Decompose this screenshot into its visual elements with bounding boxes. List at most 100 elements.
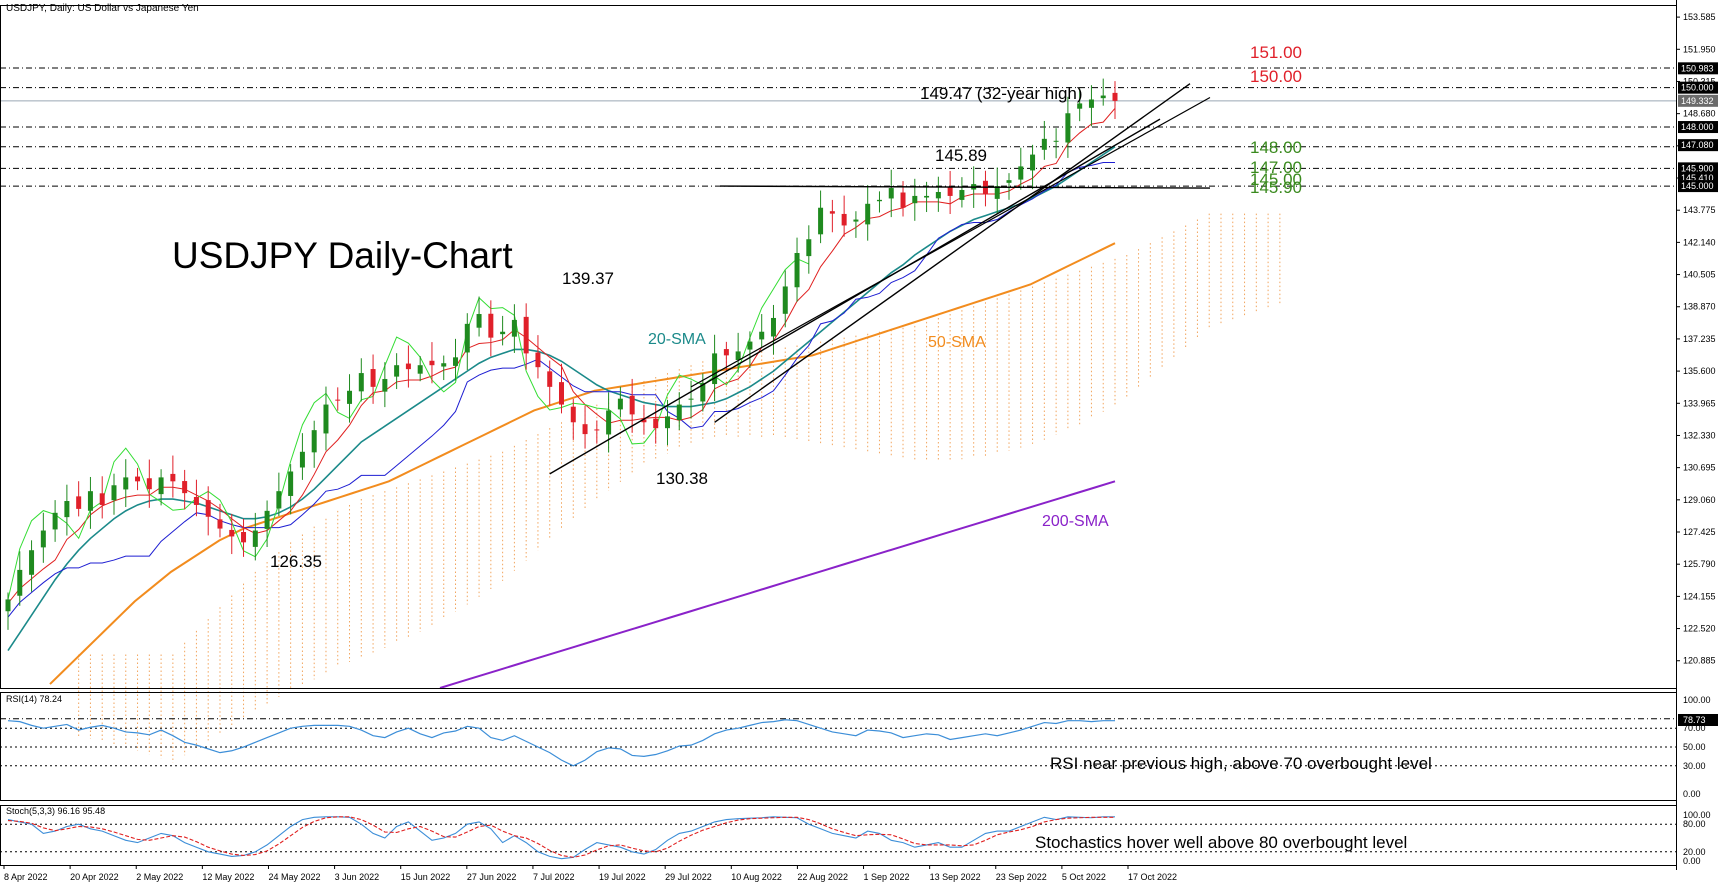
resistance-line-145 — [719, 185, 1211, 189]
candle-body — [818, 207, 824, 235]
rsi-y-tick-label: 70.00 — [1683, 723, 1706, 733]
chikou-line — [7, 258, 810, 600]
candle-body — [664, 416, 670, 429]
candle-body — [500, 331, 506, 335]
rsi-annotation: RSI near previous high, above 70 overbou… — [1050, 754, 1432, 773]
x-tick-label: 19 Jul 2022 — [599, 872, 646, 882]
price-tag-box — [1678, 62, 1718, 75]
price-tag-label: 148.000 — [1681, 122, 1714, 132]
candle-body — [299, 451, 305, 468]
candle-body — [229, 529, 235, 537]
candle-body — [1053, 140, 1059, 142]
x-tick-label: 22 Aug 2022 — [797, 872, 848, 882]
stoch-y-tick-label: 20.00 — [1683, 847, 1706, 857]
trendline-support-3 — [690, 96, 1211, 388]
candle-body — [700, 382, 706, 402]
candle-body — [405, 363, 411, 370]
x-tick-label: 1 Sep 2022 — [864, 872, 910, 882]
candle-body — [853, 219, 859, 222]
candle-body — [829, 211, 835, 214]
stoch-y-tick-label: 80.00 — [1683, 819, 1706, 829]
candle-body — [994, 186, 1000, 199]
rsi-title: RSI(14) 78.24 — [6, 694, 62, 704]
candle-body — [252, 530, 258, 547]
price-tag-label: 150.000 — [1681, 83, 1714, 93]
candle-body — [1100, 95, 1106, 99]
candle-body — [935, 191, 941, 199]
candle-body — [453, 357, 459, 366]
candle-body — [735, 351, 741, 360]
candle-body — [1112, 92, 1118, 101]
sma50-line — [49, 242, 1116, 685]
candle-body — [888, 188, 894, 199]
candle-body — [1041, 138, 1047, 150]
level-label-147: 147.00 — [1250, 158, 1302, 177]
y-tick-label: 120.885 — [1683, 656, 1716, 666]
candle-body — [429, 360, 435, 366]
x-tick-label: 15 Jun 2022 — [401, 872, 451, 882]
high-label-139: 139.37 — [562, 269, 614, 288]
candles — [5, 78, 1118, 630]
price-tag-label: 149.332 — [1681, 96, 1714, 106]
candle-body — [782, 286, 788, 314]
sma200-label: 200-SMA — [1042, 513, 1109, 530]
x-tick-label: 24 May 2022 — [268, 872, 320, 882]
candle-body — [523, 316, 529, 354]
y-tick-label: 148.680 — [1683, 109, 1716, 119]
candle-body — [335, 399, 341, 401]
candle-body — [182, 481, 188, 494]
candle-body — [76, 496, 82, 509]
price-tag-label: 145.410 — [1681, 173, 1714, 183]
stoch-title: Stoch(5,3,3) 96.16 95.48 — [6, 806, 105, 816]
candle-body — [653, 418, 659, 429]
price-tag-box — [1678, 121, 1718, 134]
candle-body — [488, 313, 494, 338]
candle-body — [747, 341, 753, 350]
candle-body — [264, 510, 270, 529]
level-label-14590: 145.90 — [1250, 178, 1302, 197]
stoch-y-tick-label: 0.00 — [1683, 856, 1701, 866]
high-label-145: 145.89 — [935, 146, 987, 165]
x-tick-label: 2 May 2022 — [136, 872, 183, 882]
candle-body — [217, 519, 223, 529]
candle-body — [5, 599, 11, 612]
rsi-tag-label: 78.73 — [1683, 715, 1706, 725]
y-tick-label: 135.600 — [1683, 366, 1716, 376]
rsi-y-tick-label: 50.00 — [1683, 742, 1706, 752]
candle-body — [29, 550, 35, 575]
rsi-pane: 100.00 70.00 50.00 30.00 0.00 78.73 — [0, 695, 1718, 799]
x-tick-label: 13 Sep 2022 — [930, 872, 981, 882]
candle-body — [17, 569, 23, 596]
x-tick-label: 3 Jun 2022 — [335, 872, 380, 882]
candle-body — [959, 190, 965, 200]
y-tick-label: 151.950 — [1683, 44, 1716, 54]
candle-body — [158, 477, 164, 495]
candle-body — [1088, 99, 1094, 108]
candle-body — [241, 532, 247, 543]
y-tick-label: 133.965 — [1683, 398, 1716, 408]
candle-body — [617, 398, 623, 410]
candle-body — [688, 398, 694, 400]
y-tick-label: 125.790 — [1683, 559, 1716, 569]
candle-body — [759, 331, 765, 340]
candle-body — [676, 404, 682, 421]
candle-body — [559, 382, 564, 405]
candle-body — [87, 491, 93, 511]
candle-body — [370, 369, 376, 387]
candle-body — [582, 424, 588, 435]
candle-body — [135, 476, 141, 482]
candle-body — [947, 187, 953, 196]
rsi-line — [7, 719, 1115, 767]
y-tick-label: 130.695 — [1683, 463, 1716, 473]
candle-body — [276, 491, 282, 509]
y-tick-label: 142.140 — [1683, 237, 1716, 247]
y-tick-label: 122.520 — [1683, 624, 1716, 634]
candle-body — [417, 365, 423, 374]
candle-body — [641, 419, 647, 423]
x-axis: 8 Apr 2022 20 Apr 2022 2 May 2022 12 May 20… — [3, 865, 1177, 882]
price-tag-box — [1678, 94, 1718, 107]
x-tick-label: 20 Apr 2022 — [70, 872, 119, 882]
candle-body — [912, 195, 918, 204]
